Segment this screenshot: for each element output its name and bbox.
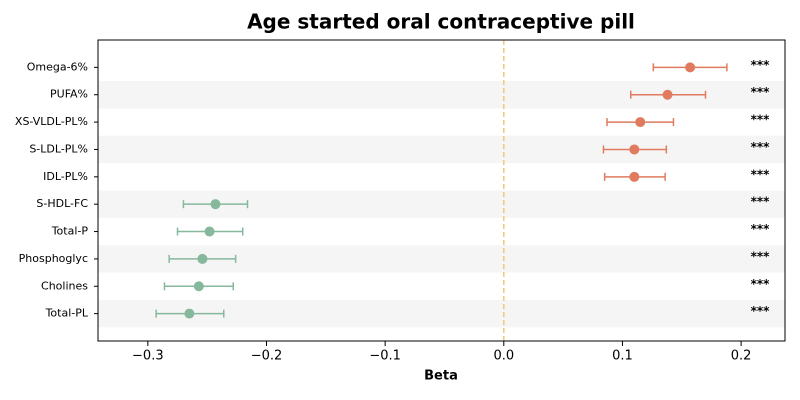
x-tick-label: −0.2 bbox=[251, 349, 283, 364]
point bbox=[685, 62, 696, 73]
point bbox=[629, 144, 640, 155]
x-tick-label: 0.0 bbox=[493, 349, 514, 364]
point bbox=[204, 226, 215, 237]
x-tick-label: −0.3 bbox=[132, 349, 164, 364]
y-tick-label: PUFA% bbox=[50, 88, 88, 101]
row-band bbox=[98, 135, 785, 164]
y-tick-label: Cholines bbox=[41, 279, 88, 292]
x-tick-label: 0.2 bbox=[731, 349, 752, 364]
significance-label: *** bbox=[751, 277, 771, 291]
point bbox=[197, 253, 208, 264]
y-tick-label: XS-VLDL-PL% bbox=[15, 115, 88, 128]
significance-label: *** bbox=[751, 58, 771, 72]
point bbox=[193, 281, 204, 292]
y-tick-label: Total-P bbox=[51, 225, 89, 238]
point bbox=[210, 199, 221, 210]
y-tick-label: S-LDL-PL% bbox=[29, 142, 88, 155]
plot-frame bbox=[97, 39, 786, 342]
y-tick-label: Phosphoglyc bbox=[19, 252, 88, 265]
x-axis-label: Beta bbox=[424, 369, 458, 384]
significance-label: *** bbox=[751, 167, 771, 181]
significance-label: *** bbox=[751, 195, 771, 209]
x-tick-label: −0.1 bbox=[369, 349, 401, 364]
y-tick-label: Total-PL bbox=[45, 307, 89, 320]
significance-label: *** bbox=[751, 249, 771, 263]
x-tick-label: 0.1 bbox=[612, 349, 633, 364]
y-tick-label: IDL-PL% bbox=[43, 170, 88, 183]
significance-label: *** bbox=[751, 222, 771, 236]
significance-label: *** bbox=[751, 304, 771, 318]
significance-label: *** bbox=[751, 113, 771, 127]
point bbox=[662, 89, 673, 100]
point bbox=[629, 171, 640, 182]
chart-title: Age started oral contraceptive pill bbox=[247, 10, 635, 34]
significance-label: *** bbox=[751, 85, 771, 99]
significance-label: *** bbox=[751, 140, 771, 154]
y-tick-label: Omega-6% bbox=[27, 60, 88, 73]
y-tick-label: S-HDL-FC bbox=[36, 197, 88, 210]
point bbox=[184, 308, 195, 319]
point bbox=[635, 117, 646, 128]
